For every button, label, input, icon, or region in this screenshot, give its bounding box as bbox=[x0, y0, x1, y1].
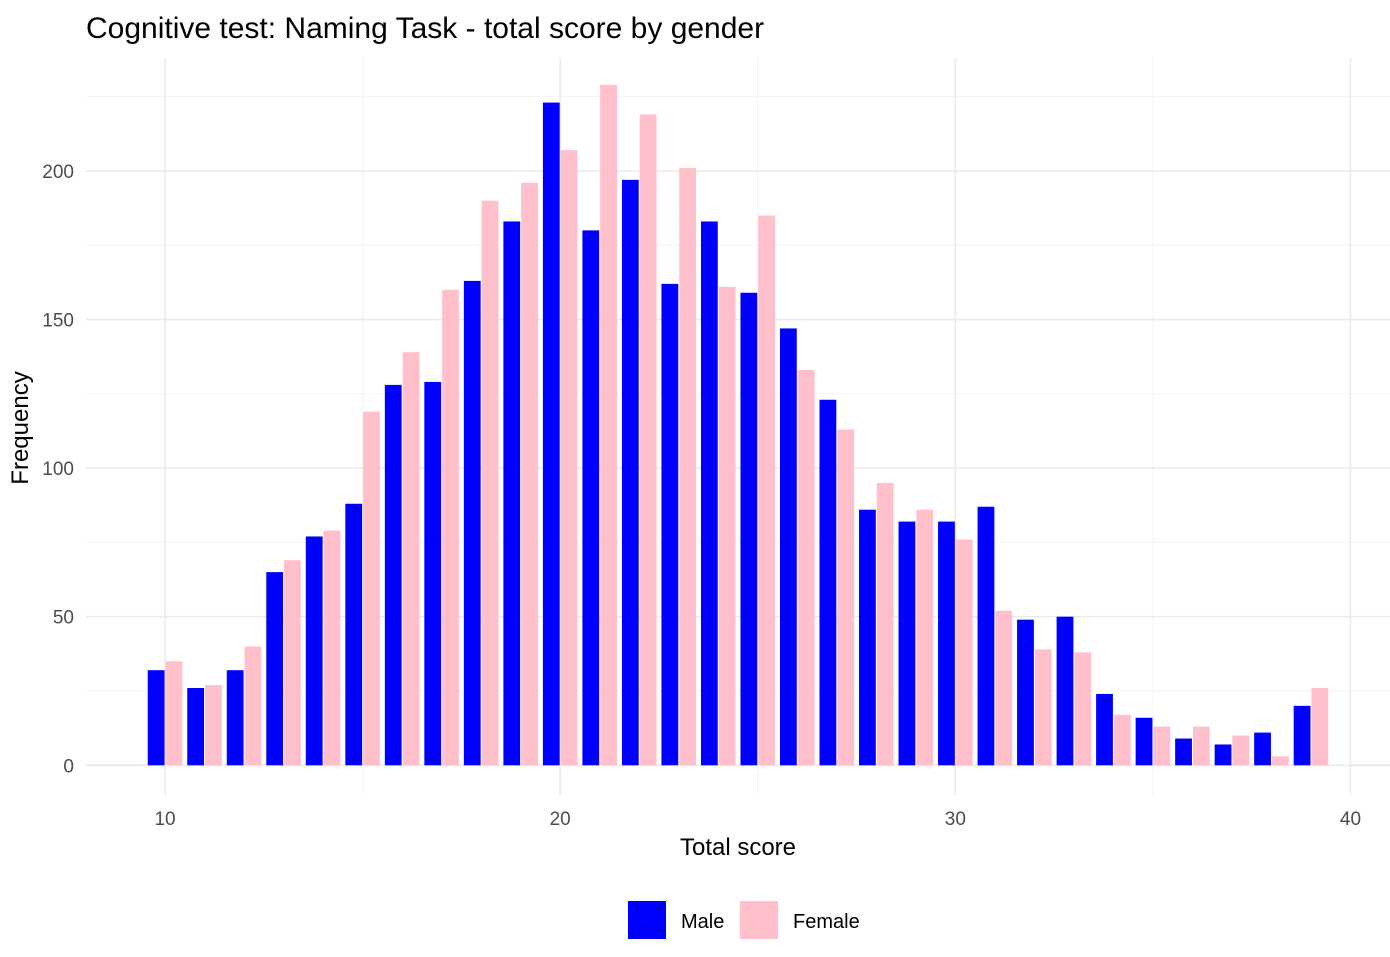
bar-male-34 bbox=[1096, 693, 1113, 766]
bar-male-10 bbox=[147, 670, 165, 766]
bar-female-15 bbox=[363, 411, 380, 766]
bar-male-17 bbox=[424, 381, 442, 766]
legend-label-male: Male bbox=[681, 911, 724, 933]
bar-female-30 bbox=[955, 539, 973, 766]
bar-female-21 bbox=[600, 84, 617, 766]
bar-male-19 bbox=[503, 221, 521, 766]
legend: Male Female bbox=[628, 901, 860, 939]
bar-female-20 bbox=[560, 150, 578, 766]
bar-male-31 bbox=[977, 506, 995, 766]
bar-male-35 bbox=[1135, 717, 1153, 766]
bar-male-29 bbox=[898, 521, 916, 766]
bar-male-21 bbox=[582, 230, 600, 766]
bar-male-13 bbox=[266, 572, 284, 766]
bar-female-33 bbox=[1074, 652, 1092, 766]
bar-male-24 bbox=[700, 221, 718, 766]
bar-female-16 bbox=[402, 352, 420, 766]
y-tick-label: 200 bbox=[42, 162, 74, 183]
bar-female-17 bbox=[442, 289, 459, 766]
bar-male-18 bbox=[463, 280, 481, 766]
bar-female-11 bbox=[205, 685, 222, 766]
x-axis-title: Total score bbox=[680, 834, 796, 861]
bar-female-12 bbox=[244, 646, 262, 766]
bar-female-13 bbox=[284, 560, 301, 766]
bars bbox=[147, 84, 1329, 766]
bar-male-12 bbox=[226, 670, 244, 766]
x-axis-ticks: 10 20 30 40 bbox=[154, 809, 1361, 830]
bar-female-18 bbox=[481, 200, 499, 766]
bar-female-36 bbox=[1192, 726, 1210, 766]
bar-male-38 bbox=[1254, 732, 1271, 766]
bar-female-34 bbox=[1113, 714, 1131, 766]
bar-female-37 bbox=[1232, 735, 1250, 766]
bar-male-26 bbox=[779, 328, 797, 766]
bar-male-37 bbox=[1214, 744, 1232, 766]
bar-male-14 bbox=[305, 536, 323, 766]
x-tick-label: 20 bbox=[550, 809, 571, 830]
bar-male-25 bbox=[740, 292, 758, 766]
bar-female-23 bbox=[679, 167, 697, 766]
bar-female-10 bbox=[165, 661, 183, 766]
bar-female-22 bbox=[639, 114, 657, 766]
bar-female-14 bbox=[323, 530, 341, 766]
y-tick-label: 100 bbox=[42, 459, 74, 480]
y-axis-ticks: 0 50 100 150 200 bbox=[42, 162, 74, 777]
y-axis-title: Frequency bbox=[7, 371, 34, 484]
x-tick-label: 30 bbox=[945, 809, 966, 830]
bar-female-38 bbox=[1271, 756, 1289, 766]
bar-male-16 bbox=[384, 384, 402, 766]
x-tick-label: 40 bbox=[1340, 809, 1361, 830]
y-tick-label: 150 bbox=[42, 311, 74, 332]
legend-swatch-female bbox=[740, 901, 778, 939]
bar-male-22 bbox=[621, 179, 639, 766]
bar-female-32 bbox=[1034, 649, 1052, 766]
bar-female-39 bbox=[1311, 688, 1329, 766]
bar-male-20 bbox=[542, 102, 560, 766]
legend-label-female: Female bbox=[793, 911, 860, 933]
bar-male-36 bbox=[1175, 738, 1192, 766]
bar-female-31 bbox=[995, 610, 1013, 766]
legend-swatch-male bbox=[628, 901, 666, 939]
bar-female-25 bbox=[758, 215, 776, 766]
bar-female-28 bbox=[876, 482, 894, 766]
bar-male-11 bbox=[187, 688, 205, 766]
y-tick-label: 0 bbox=[63, 756, 74, 777]
bar-male-39 bbox=[1293, 705, 1311, 766]
bar-male-28 bbox=[859, 509, 876, 766]
bar-female-26 bbox=[797, 370, 815, 766]
y-tick-label: 50 bbox=[53, 608, 74, 629]
bar-female-35 bbox=[1153, 726, 1171, 766]
bar-male-15 bbox=[345, 503, 363, 766]
x-tick-label: 10 bbox=[154, 809, 175, 830]
bar-female-24 bbox=[718, 286, 736, 766]
grid-lines bbox=[86, 58, 1390, 795]
bar-female-27 bbox=[837, 429, 855, 766]
bar-male-23 bbox=[661, 283, 679, 766]
bar-male-30 bbox=[938, 521, 955, 766]
bar-female-29 bbox=[916, 509, 934, 766]
chart-title: Cognitive test: Naming Task - total scor… bbox=[86, 12, 764, 45]
bar-male-33 bbox=[1056, 616, 1074, 766]
bar-male-27 bbox=[819, 399, 837, 766]
bar-female-19 bbox=[521, 182, 538, 766]
bar-male-32 bbox=[1017, 619, 1034, 766]
